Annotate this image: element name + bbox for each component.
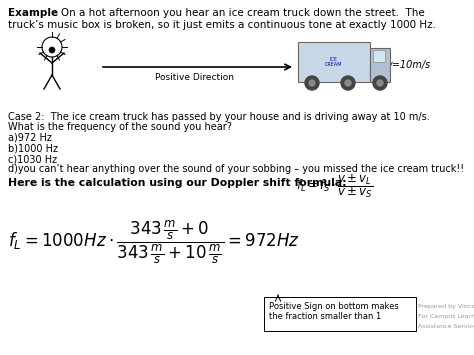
Text: $f_L = f_S \cdot \dfrac{v \pm v_L}{v \pm v_S}$: $f_L = f_S \cdot \dfrac{v \pm v_L}{v \pm… <box>296 172 374 200</box>
Text: $f_L = 1000Hz \cdot \dfrac{343\,\frac{m}{s} + 0}{343\,\frac{m}{s} + 10\,\frac{m}: $f_L = 1000Hz \cdot \dfrac{343\,\frac{m}… <box>8 218 300 266</box>
Text: ICE
CREAM: ICE CREAM <box>325 56 343 67</box>
Text: Example: Example <box>8 8 58 18</box>
Bar <box>370 48 390 82</box>
Text: a)972 Hz: a)972 Hz <box>8 133 52 143</box>
Circle shape <box>309 80 315 86</box>
Text: Case 2:  The ice cream truck has passed by your house and is driving away at 10 : Case 2: The ice cream truck has passed b… <box>8 112 430 122</box>
Text: v=10m/s: v=10m/s <box>386 60 430 70</box>
Circle shape <box>377 80 383 86</box>
Bar <box>298 42 370 82</box>
Text: c)1030 Hz: c)1030 Hz <box>8 154 57 164</box>
Bar <box>373 50 385 62</box>
Circle shape <box>49 47 55 53</box>
Text: : On a hot afternoon you hear an ice cream truck down the street.  The: : On a hot afternoon you hear an ice cre… <box>54 8 425 18</box>
Text: d)you can’t hear anything over the sound of your sobbing – you missed the ice cr: d)you can’t hear anything over the sound… <box>8 164 464 175</box>
Text: Here is the calculation using our Doppler shift formula:: Here is the calculation using our Dopple… <box>8 178 354 188</box>
Circle shape <box>373 76 387 90</box>
FancyBboxPatch shape <box>264 297 416 331</box>
Circle shape <box>305 76 319 90</box>
Text: truck’s music box is broken, so it just emits a continuous tone at exactly 1000 : truck’s music box is broken, so it just … <box>8 20 436 30</box>
Circle shape <box>341 76 355 90</box>
Text: For Campus Learning: For Campus Learning <box>418 314 474 319</box>
Text: Positive Direction: Positive Direction <box>155 73 235 82</box>
Text: What is the frequency of the sound you hear?: What is the frequency of the sound you h… <box>8 122 232 132</box>
Text: Prepared by Vince Zaicone: Prepared by Vince Zaicone <box>418 304 474 309</box>
Text: Positive Sign on bottom makes
the fraction smaller than 1: Positive Sign on bottom makes the fracti… <box>269 302 399 321</box>
Circle shape <box>345 80 351 86</box>
Text: Assistance Services at UCSB: Assistance Services at UCSB <box>418 324 474 329</box>
Text: b)1000 Hz: b)1000 Hz <box>8 143 58 153</box>
